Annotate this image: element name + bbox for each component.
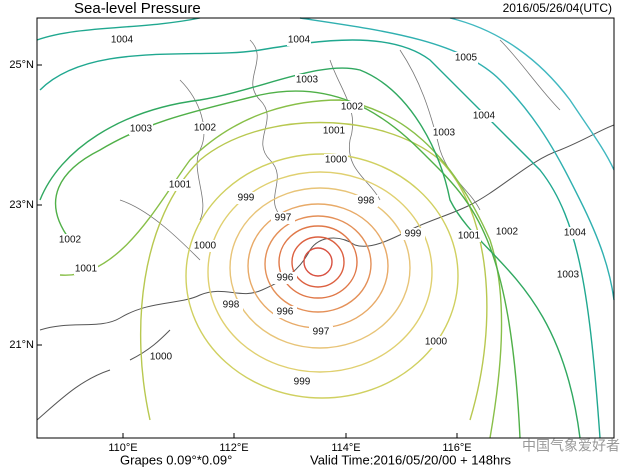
lat-label: 25°N	[9, 59, 34, 71]
label-backdrop	[309, 326, 333, 338]
contour	[299, 17, 615, 301]
contour-label: 1001	[169, 180, 192, 191]
contour-label: 1000	[325, 155, 348, 166]
contour-label: 1002	[194, 123, 217, 134]
contour-label: 1005	[455, 53, 478, 64]
contour	[39, 67, 581, 439]
contour	[39, 39, 601, 439]
label-backdrop	[556, 269, 580, 281]
label-backdrop	[322, 125, 346, 137]
contour	[449, 17, 615, 171]
label-backdrop	[271, 212, 295, 224]
contour-label: 996	[277, 307, 294, 318]
label-backdrop	[290, 376, 314, 388]
label-backdrop	[401, 228, 425, 240]
coastline	[36, 329, 171, 421]
contour	[54, 90, 521, 439]
label-backdrop	[454, 52, 478, 64]
contour-label: 1004	[564, 228, 587, 239]
label-backdrop	[457, 230, 481, 242]
contour-label: 1000	[425, 337, 448, 348]
contour-label: 1002	[496, 227, 519, 238]
label-backdrop	[193, 240, 217, 252]
label-backdrop	[129, 123, 153, 135]
map-frame	[36, 17, 615, 439]
label-backdrop	[219, 299, 243, 311]
label-backdrop	[295, 74, 319, 86]
contour	[278, 225, 358, 299]
label-backdrop	[287, 34, 311, 46]
contour-label: 999	[238, 193, 255, 204]
label-backdrop	[149, 351, 173, 363]
label-backdrop	[340, 101, 364, 113]
label-backdrop	[273, 272, 297, 284]
contour	[303, 247, 333, 277]
timestamp: 2016/05/26/04(UTC)	[503, 1, 612, 15]
contour	[264, 215, 372, 313]
label-backdrop	[324, 154, 348, 166]
contour-label: 999	[294, 377, 311, 388]
contour-label: 1000	[150, 352, 173, 363]
coastline	[39, 124, 615, 331]
label-backdrop	[193, 122, 217, 134]
label-backdrop	[234, 192, 258, 204]
contour-label: 997	[275, 213, 292, 224]
contour-label: 1001	[458, 231, 481, 242]
contours	[36, 17, 615, 439]
contour-label: 1003	[130, 124, 153, 135]
model-label: Grapes 0.09°*0.09°	[120, 452, 232, 467]
contour	[139, 121, 488, 421]
contour-label: 1003	[296, 75, 319, 86]
map-area: 1004 1004 1005 1004 1003 1002 1003 1002 1001 1003…	[36, 17, 615, 439]
lon-label: 114°E	[331, 442, 360, 454]
contour	[185, 153, 459, 399]
lon-label: 116°E	[442, 442, 471, 454]
label-backdrop	[110, 34, 134, 46]
contour-label: 1003	[557, 270, 580, 281]
contour	[291, 236, 345, 288]
watermark: 中国气象爱好者	[522, 438, 620, 454]
label-backdrop	[58, 234, 82, 246]
label-backdrop	[495, 226, 519, 238]
contour-label: 1000	[194, 241, 217, 252]
label-backdrop	[432, 127, 456, 139]
contour	[36, 17, 201, 41]
label-backdrop	[273, 306, 297, 318]
contour-label: 1002	[341, 102, 364, 113]
label-backdrop	[563, 227, 587, 239]
contour-label: 998	[223, 300, 240, 311]
contour-label: 996	[277, 273, 294, 284]
contour	[207, 171, 433, 373]
contour-label: 997	[313, 327, 330, 338]
lon-label: 110°E	[108, 442, 137, 454]
contour	[229, 187, 411, 349]
valid-time: Valid Time:2016/05/20/00 + 148hrs	[310, 452, 512, 467]
contour	[59, 99, 503, 439]
contour-label: 1004	[473, 111, 496, 122]
title: Sea-level Pressure	[74, 0, 201, 17]
lat-label: 21°N	[9, 339, 34, 351]
label-backdrop	[168, 179, 192, 191]
contour-label: 1003	[433, 128, 456, 139]
label-backdrop	[354, 195, 378, 207]
contour-label: 1002	[59, 235, 82, 246]
lon-label: 112°E	[219, 442, 248, 454]
contour-label: 1004	[288, 35, 311, 46]
label-backdrop	[74, 263, 98, 275]
contour-label: 1004	[111, 35, 134, 46]
label-backdrop	[424, 336, 448, 348]
contour-label: 999	[405, 229, 422, 240]
contour-label: 1001	[323, 126, 346, 137]
contour-label: 1001	[75, 264, 98, 275]
contour-label: 998	[358, 196, 375, 207]
label-backdrop	[472, 110, 496, 122]
lat-label: 23°N	[9, 199, 34, 211]
